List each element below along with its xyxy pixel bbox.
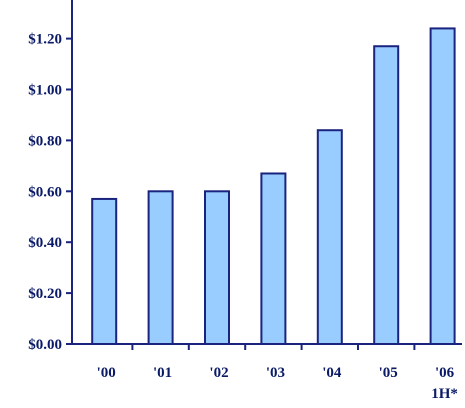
x-category-label: '01 xyxy=(153,365,172,381)
x-axis: '00 '01 '02 '03 '04 '05 '06 1H* xyxy=(72,343,462,402)
y-tick-label: $1.00 xyxy=(28,83,62,99)
y-tick-label: $0.40 xyxy=(28,235,62,251)
bar xyxy=(373,45,400,346)
x-category-label: '02 xyxy=(209,365,228,381)
bars xyxy=(91,27,456,346)
bar xyxy=(147,190,174,345)
y-tick-label: $0.80 xyxy=(28,133,62,149)
x-category-sublabel: 1H* xyxy=(431,386,458,402)
bar xyxy=(260,172,287,345)
x-category-label: '00 xyxy=(97,365,116,381)
bar xyxy=(204,190,230,345)
y-axis: $0.00 $0.20 $0.40 $0.60 $0.80 $1.00 $1.20 xyxy=(28,0,73,353)
y-tick-label: $0.20 xyxy=(28,286,62,302)
y-tick-label: $1.20 xyxy=(28,32,62,48)
bar xyxy=(429,27,456,345)
y-tick-label: $0.00 xyxy=(28,337,62,353)
x-category-label: '05 xyxy=(379,365,398,381)
x-category-label: '06 xyxy=(435,365,455,381)
bar xyxy=(316,129,343,345)
x-category-label: '03 xyxy=(266,365,285,381)
bar xyxy=(91,197,118,345)
x-category-label: '04 xyxy=(322,365,342,381)
y-tick-label: $0.60 xyxy=(28,184,62,200)
